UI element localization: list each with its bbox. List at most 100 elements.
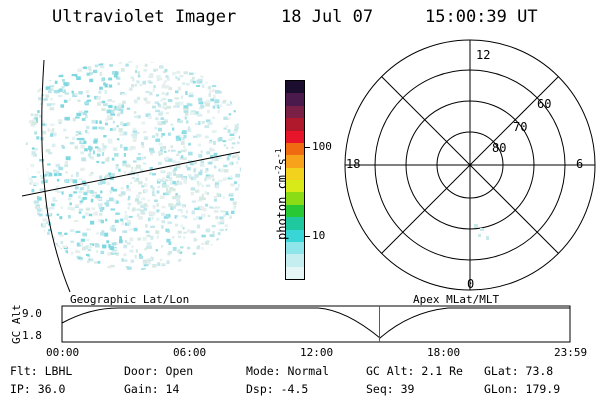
emission-speckle (118, 128, 123, 132)
emission-speckle (82, 246, 86, 251)
emission-speckle (36, 136, 40, 140)
emission-speckle (214, 104, 218, 109)
emission-speckle (108, 140, 113, 144)
emission-speckle (36, 212, 40, 216)
emission-speckle (77, 99, 81, 103)
emission-speckle (219, 222, 225, 225)
emission-speckle (86, 260, 90, 264)
emission-speckle (87, 248, 91, 252)
altitude-ymin: 1.8 (22, 329, 42, 342)
emission-speckle (143, 136, 149, 140)
emission-speckle (174, 215, 177, 219)
emission-speckle (223, 164, 228, 168)
emission-speckle (201, 213, 206, 218)
emission-speckle (75, 230, 81, 234)
emission-speckle (105, 174, 109, 178)
emission-speckle (94, 261, 97, 264)
emission-speckle (226, 103, 232, 106)
emission-speckle (44, 173, 47, 177)
colorbar-swatch (286, 180, 304, 193)
gain-info: Gain: 14 (124, 382, 180, 396)
emission-speckle (61, 86, 65, 89)
emission-speckle (64, 179, 69, 183)
emission-speckle (191, 200, 196, 203)
emission-speckle (196, 246, 201, 250)
emission-speckle (158, 123, 163, 126)
emission-speckle (141, 212, 146, 215)
emission-speckle (152, 88, 155, 92)
emission-speckle (108, 77, 113, 81)
emission-speckle (58, 173, 62, 176)
emission-speckle (74, 186, 79, 190)
emission-speckle (156, 134, 159, 137)
mlt-label-12: 12 (476, 48, 490, 62)
emission-speckle (173, 105, 177, 108)
emission-speckle (65, 171, 68, 174)
emission-speckle (169, 181, 174, 185)
emission-speckle (100, 219, 104, 224)
emission-speckle (194, 173, 199, 178)
emission-speckle (104, 83, 108, 88)
emission-speckle (79, 258, 83, 263)
emission-speckle (123, 153, 126, 157)
emission-speckle (97, 147, 101, 151)
emission-speckle (216, 192, 221, 197)
emission-speckle (113, 199, 117, 203)
emission-speckle (165, 156, 170, 161)
emission-speckle (208, 93, 211, 97)
emission-speckle (112, 71, 117, 75)
emission-speckle (136, 165, 141, 169)
emission-speckle (110, 264, 115, 268)
emission-speckle (118, 103, 123, 106)
emission-speckle (134, 167, 137, 171)
emission-speckle (63, 246, 68, 250)
emission-speckle (58, 88, 63, 92)
emission-speckle (45, 221, 51, 225)
emission-speckle (198, 121, 201, 125)
emission-speckle (100, 126, 105, 130)
emission-speckle (97, 203, 103, 207)
emission-speckle (143, 156, 146, 160)
emission-speckle (215, 206, 220, 209)
emission-speckle (28, 177, 33, 181)
emission-speckle (137, 96, 141, 100)
emission-speckle (33, 182, 39, 185)
emission-speckle (219, 90, 222, 94)
emission-speckle (30, 163, 35, 168)
emission-speckle (141, 185, 145, 188)
emission-speckle (175, 90, 179, 94)
emission-speckle (114, 153, 119, 157)
emission-speckle (232, 206, 237, 210)
emission-speckle (51, 103, 56, 106)
emission-speckle (108, 246, 112, 249)
emission-speckle (204, 169, 208, 173)
colorbar-tick-100 (305, 147, 310, 148)
emission-speckle (131, 145, 136, 150)
emission-speckle (140, 168, 144, 173)
emission-speckle (101, 161, 105, 164)
emission-speckle (31, 121, 37, 125)
emission-speckle (229, 215, 232, 219)
emission-speckle (234, 124, 238, 128)
emission-speckle (104, 90, 107, 94)
emission-speckle (111, 109, 115, 114)
emission-speckle (172, 127, 175, 131)
emission-speckle (65, 156, 71, 161)
emission-speckle (123, 146, 128, 151)
emission-speckle (90, 258, 94, 262)
emission-speckle (49, 207, 55, 210)
emission-speckle (110, 173, 115, 177)
emission-speckle (138, 181, 143, 185)
emission-speckle (87, 153, 92, 157)
emission-speckle (160, 110, 164, 114)
door-info: Door: Open (124, 364, 194, 378)
emission-speckle (46, 103, 52, 107)
emission-speckle (146, 246, 151, 249)
mlt-label-6: 6 (576, 157, 583, 171)
emission-speckle (176, 153, 180, 156)
emission-speckle (120, 191, 126, 196)
emission-speckle (179, 74, 184, 78)
emission-speckle (40, 180, 45, 184)
emission-speckle (121, 258, 124, 262)
emission-speckle (204, 125, 210, 129)
